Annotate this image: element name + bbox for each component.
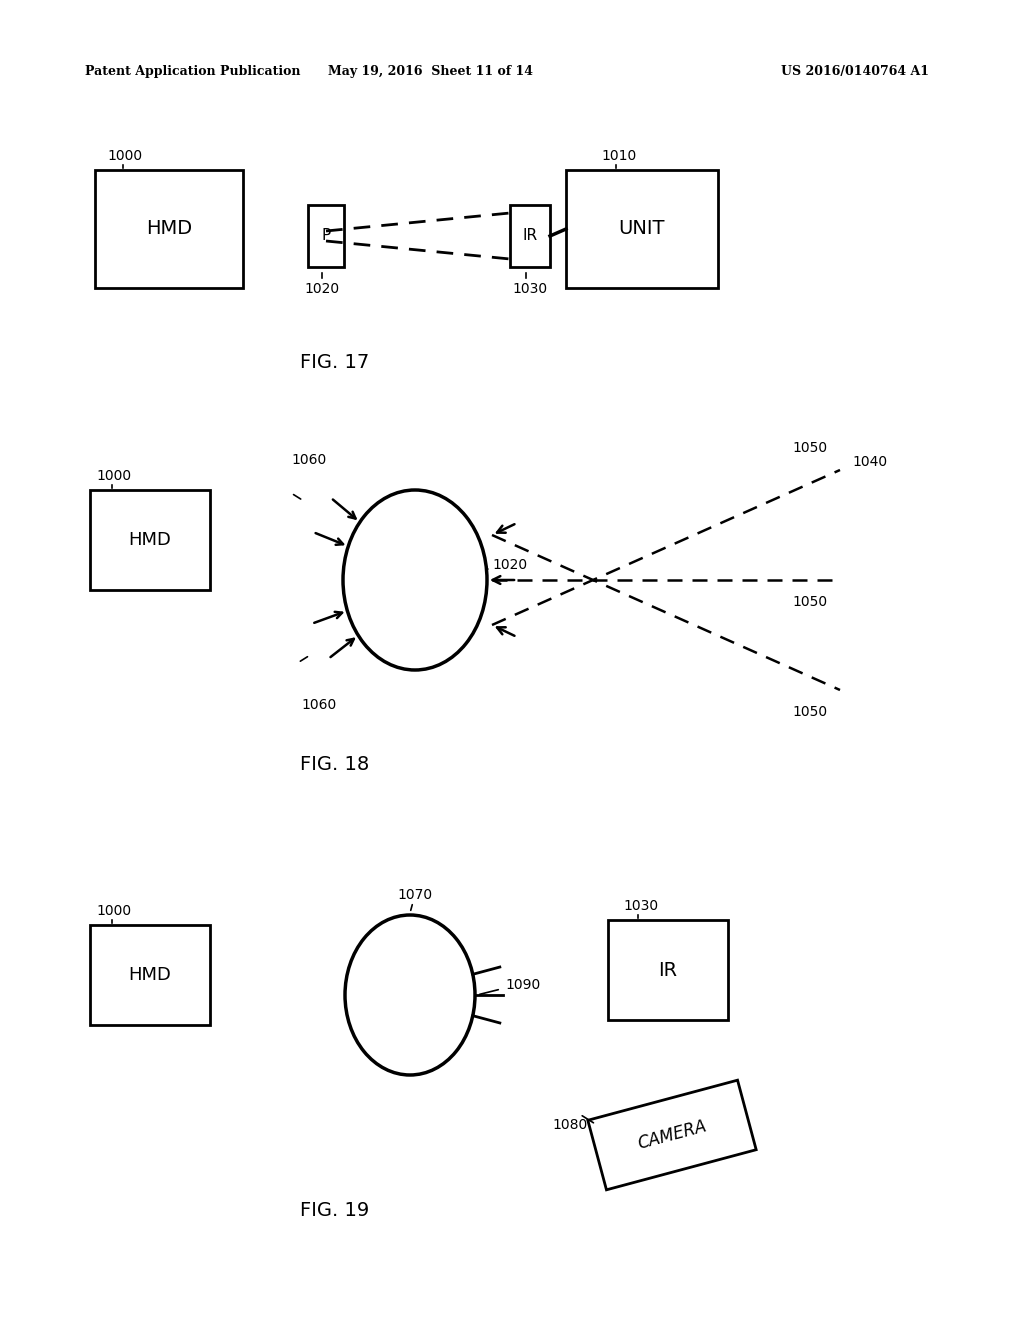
Text: UNIT: UNIT [618,219,666,239]
Text: HMD: HMD [129,531,171,549]
Text: 1070: 1070 [397,888,432,902]
Text: IR: IR [522,228,538,243]
Text: 1020: 1020 [492,558,527,572]
Text: P: P [322,228,331,243]
Text: HMD: HMD [146,219,193,239]
Text: FIG. 18: FIG. 18 [300,755,370,775]
Text: FIG. 19: FIG. 19 [300,1200,370,1220]
Bar [608,920,728,1020]
Text: HMD: HMD [129,966,171,983]
Text: 1050: 1050 [793,705,827,719]
Text: FIG. 17: FIG. 17 [300,352,370,371]
Text: May 19, 2016  Sheet 11 of 14: May 19, 2016 Sheet 11 of 14 [328,66,532,78]
Text: 1000: 1000 [106,149,142,162]
Text: 1050: 1050 [793,441,827,455]
Bar [95,170,243,288]
Text: Patent Application Publication: Patent Application Publication [85,66,300,78]
Text: 1010: 1010 [601,149,636,162]
Text: 1050: 1050 [793,595,827,609]
Text: 1080: 1080 [553,1118,588,1133]
Text: US 2016/0140764 A1: US 2016/0140764 A1 [781,66,929,78]
Text: 1000: 1000 [96,904,131,917]
Text: 1030: 1030 [623,899,658,913]
Text: 1090: 1090 [505,978,541,993]
Bar [90,490,210,590]
Text: 1040: 1040 [852,455,887,469]
Bar [566,170,718,288]
Bar [510,205,550,267]
Text: CAMERA: CAMERA [636,1117,709,1152]
Text: 1020: 1020 [304,282,339,296]
Text: 1060: 1060 [301,698,336,711]
Text: IR: IR [658,961,678,979]
Text: 1000: 1000 [96,469,131,483]
Text: 1030: 1030 [512,282,547,296]
Polygon shape [588,1080,756,1189]
Text: 1060: 1060 [291,453,327,467]
Bar [308,205,344,267]
Bar [90,925,210,1026]
